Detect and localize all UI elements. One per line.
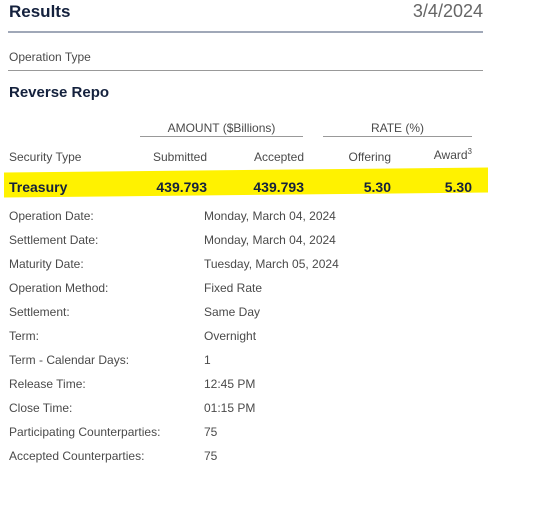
rule	[8, 70, 483, 71]
detail-value: Monday, March 04, 2024	[204, 233, 336, 247]
detail-label: Term:	[9, 329, 39, 343]
detail-label: Settlement:	[9, 305, 70, 319]
date: 3/4/2024	[412, 1, 483, 21]
operation-type-label: Operation Type	[9, 50, 91, 64]
detail-value: 1	[204, 353, 211, 367]
detail-label: Term - Calendar Days:	[9, 353, 130, 367]
detail-value: Overnight	[204, 329, 257, 343]
rule	[140, 136, 303, 137]
column-header: Accepted	[253, 150, 304, 164]
highlight	[4, 167, 488, 198]
column-header: Award3	[434, 147, 472, 162]
footnote-mark: 3	[467, 147, 472, 156]
cell: 5.30	[444, 179, 472, 195]
detail-label: Participating Counterparties:	[9, 425, 161, 439]
detail-value: Same Day	[204, 305, 261, 319]
detail-value: Tuesday, March 05, 2024	[204, 257, 339, 271]
column-header: Submitted	[152, 150, 207, 164]
detail-label: Settlement Date:	[9, 233, 99, 247]
cell: 439.793	[156, 179, 207, 195]
group-header: RATE (%)	[370, 121, 425, 135]
detail-value: 01:15 PM	[204, 401, 256, 415]
group-header: AMOUNT ($Billions)	[167, 121, 276, 135]
cell: 5.30	[363, 179, 391, 195]
detail-label: Close Time:	[9, 401, 73, 415]
detail-value: Fixed Rate	[204, 281, 263, 295]
column-label: Award	[433, 148, 468, 162]
detail-value: 75	[204, 449, 218, 463]
column-header: Security Type	[9, 150, 82, 164]
cell: Treasury	[9, 179, 68, 195]
detail-value: 75	[204, 425, 218, 439]
column-header: Offering	[348, 150, 391, 164]
detail-label: Accepted Counterparties:	[9, 449, 145, 463]
detail-value: 12:45 PM	[204, 377, 256, 391]
detail-label: Operation Date:	[9, 209, 94, 223]
detail-label: Release Time:	[9, 377, 86, 391]
rule	[8, 31, 483, 33]
cell: 439.793	[253, 179, 304, 195]
section-title: Reverse Repo	[9, 84, 110, 101]
detail-label: Operation Method:	[9, 281, 109, 295]
title: Results	[9, 2, 71, 21]
detail-value: Monday, March 04, 2024	[204, 209, 336, 223]
rule	[323, 136, 472, 137]
detail-label: Maturity Date:	[9, 257, 84, 271]
